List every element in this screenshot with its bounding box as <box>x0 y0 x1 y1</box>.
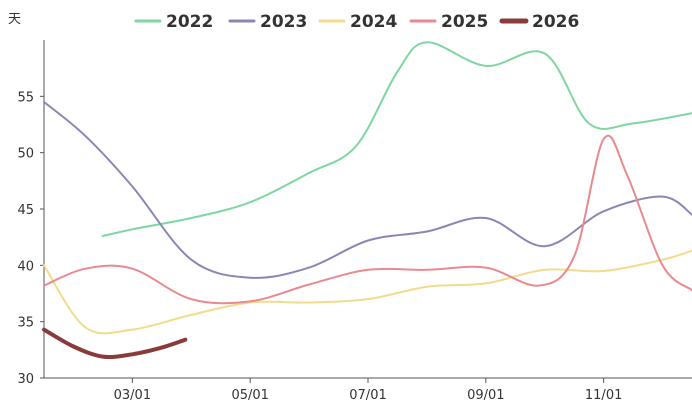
series-line-2025 <box>43 134 692 305</box>
legend-label-2023: 2023 <box>260 12 307 32</box>
y-axis: 30 35 40 45 50 55 <box>17 40 45 387</box>
y-tick-label: 40 <box>17 259 34 274</box>
x-tick-label: 09/01 <box>467 388 504 403</box>
series-line-2024 <box>43 249 692 335</box>
legend-label-2022: 2022 <box>166 12 213 32</box>
x-tick-label: 11/01 <box>585 388 622 403</box>
x-tick-label: 07/01 <box>349 388 386 403</box>
y-tick-label: 55 <box>17 90 34 105</box>
y-axis-unit-label: 天 <box>8 12 21 27</box>
y-tick-label: 30 <box>17 372 34 387</box>
x-axis: 03/01 05/01 07/01 09/01 11/01 <box>44 377 692 403</box>
x-tick-label: 05/01 <box>231 388 268 403</box>
series-line-2026 <box>42 327 188 359</box>
series-line-2022 <box>101 41 692 237</box>
legend: 2022 2023 2024 2025 2026 <box>134 12 579 32</box>
y-tick-label: 50 <box>17 147 34 162</box>
plot-lines <box>42 41 692 359</box>
legend-label-2025: 2025 <box>441 12 488 32</box>
series-line-2023 <box>43 101 692 279</box>
y-tick-label: 35 <box>17 316 34 331</box>
x-tick-label: 03/01 <box>114 388 151 403</box>
legend-label-2026: 2026 <box>532 12 579 32</box>
y-tick-label: 45 <box>17 203 34 218</box>
legend-label-2024: 2024 <box>350 12 397 32</box>
